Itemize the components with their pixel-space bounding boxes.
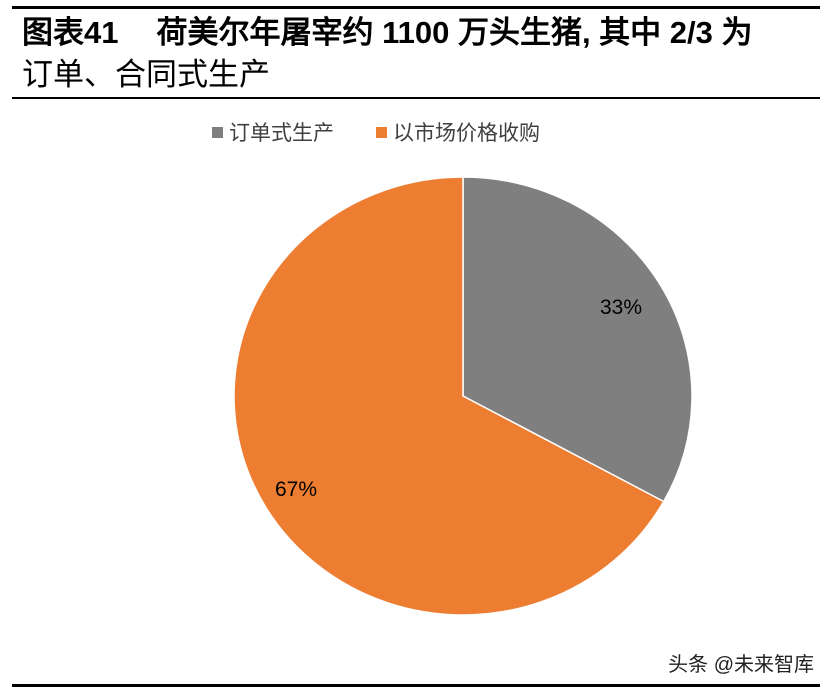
title-line-1: 荷美尔年屠宰约 1100 万头生猪, 其中 2/3 为	[156, 15, 753, 50]
legend-swatch-orange	[376, 126, 387, 138]
bottom-rule	[12, 684, 820, 687]
legend-label: 订单式生产	[229, 122, 334, 145]
legend-item-order: 订单式生产	[212, 117, 334, 147]
figure-number: 图表41	[22, 15, 119, 50]
top-rule	[12, 6, 820, 9]
slice-label-67: 67%	[275, 478, 318, 501]
legend-label: 以市场价格收购	[393, 122, 540, 145]
chart-legend: 订单式生产 以市场价格收购	[212, 117, 540, 147]
title-rule	[12, 97, 820, 99]
pie-slice-1	[462, 176, 693, 503]
title-line-2: 订单、合同式生产	[22, 57, 270, 92]
legend-item-market: 以市场价格收购	[376, 117, 540, 147]
slice-label-33: 33%	[600, 296, 643, 319]
pie-slice-2	[233, 176, 665, 616]
legend-swatch-gray	[212, 126, 223, 138]
figure-title: 图表41 荷美尔年屠宰约 1100 万头生猪, 其中 2/3 为 订单、合同式生产	[22, 12, 822, 96]
source-watermark: 头条 @未来智库	[668, 654, 814, 676]
